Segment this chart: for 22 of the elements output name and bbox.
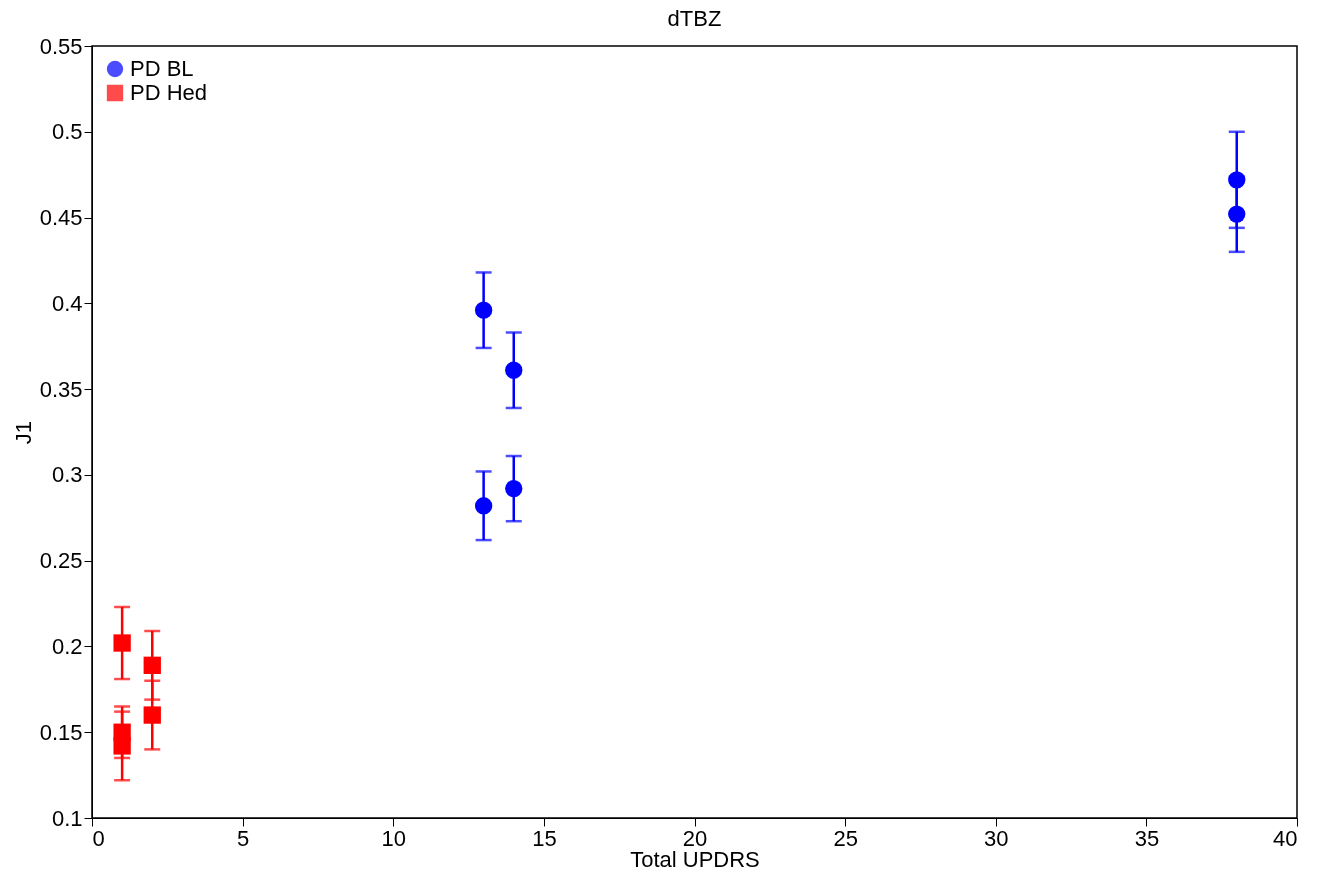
x-tick-label: 15 (532, 825, 557, 851)
x-tick-label: 25 (833, 825, 858, 851)
x-tick-label: 40 (1273, 825, 1298, 851)
y-tick-label: 0.2 (51, 633, 83, 659)
x-tick-label: 10 (381, 825, 406, 851)
x-tick-label: 5 (237, 825, 250, 851)
x-tick-label: 0 (92, 825, 105, 851)
y-tick-label: 0.15 (39, 719, 83, 745)
y-tick-label: 0.5 (51, 119, 83, 145)
y-axis-title: J1 (10, 420, 36, 445)
y-tick-label: 0.25 (39, 548, 83, 574)
legend-label: PD Hed (130, 80, 208, 105)
x-tick-label: 30 (984, 825, 1009, 851)
y-tick-label: 0.35 (39, 376, 83, 402)
chart-title: dTBZ (667, 6, 722, 31)
legend-label: PD BL (130, 56, 194, 81)
y-tick-label: 0.3 (51, 462, 83, 488)
y-tick-label: 0.4 (51, 290, 83, 316)
x-tick-label: 35 (1134, 825, 1160, 851)
y-tick-label: 0.55 (39, 33, 83, 59)
y-tick-label: 0.45 (39, 205, 83, 231)
y-tick-label: 0.1 (51, 805, 83, 831)
